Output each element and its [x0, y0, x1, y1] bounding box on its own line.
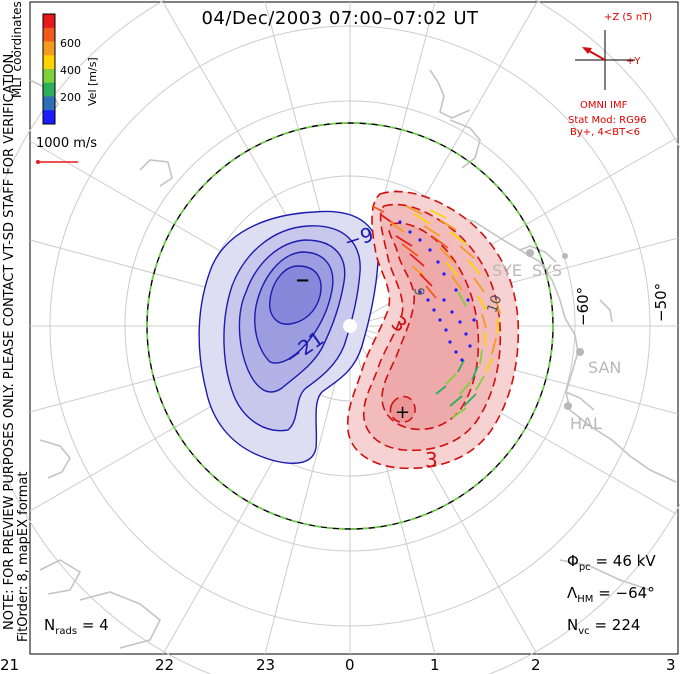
n-rads-value: = 4 — [81, 616, 109, 634]
colorbar-segment — [43, 96, 55, 111]
phi-pc-stat: Φpc = 46 kV — [567, 552, 656, 573]
plot-frame — [29, 1, 679, 655]
n-rads-sub: rads — [55, 626, 78, 637]
mlt-label-0: 0 — [345, 656, 355, 674]
contour-label-3-outer: 3 — [425, 448, 438, 472]
colorbar-tick-400: 400 — [60, 64, 81, 77]
colorbar-tick-200: 200 — [60, 91, 81, 104]
colorbar-segment — [43, 69, 55, 84]
contour-label-9-partial: 9 — [410, 287, 426, 296]
imf-stat-mod: Stat Mod: RG96 — [568, 115, 647, 126]
colorbar-frame — [42, 13, 56, 125]
lambda-hm-stat: ΛHM = −64° — [567, 584, 655, 605]
radar-label-hal: HAL — [570, 414, 602, 433]
imf-vector-arrowhead — [582, 47, 592, 54]
preview-note: NOTE: FOR PREVIEW PURPOSES ONLY. PLEASE … — [2, 49, 17, 630]
colorbar-segment — [43, 55, 55, 70]
positive-potential-cell — [346, 190, 520, 470]
latitude-label-60: −60° — [574, 286, 592, 326]
mlt-label-22: 22 — [155, 656, 175, 674]
colorbar-segment — [43, 14, 55, 29]
map-title: 04/Dec/2003 07:00–07:02 UT — [201, 8, 479, 29]
mlt-label-21: 21 — [0, 656, 20, 674]
imf-source: OMNI IMF — [580, 100, 628, 111]
radar-hal-icon — [564, 402, 572, 410]
lambda-hm-symbol: Λ — [567, 584, 578, 602]
velocity-scale-origin — [36, 160, 40, 164]
imf-bz-label: +Z (5 nT) — [604, 12, 653, 23]
min-potential-marker: − — [295, 270, 311, 291]
n-rads-symbol: N — [44, 616, 56, 634]
radar-label-san: SAN — [588, 358, 622, 377]
velocity-vectors — [371, 205, 501, 419]
radar-san-icon — [576, 348, 584, 356]
negative-potential-cell — [198, 210, 380, 464]
mlt-label-3: 3 — [666, 656, 676, 674]
colorbar-segment — [43, 27, 55, 42]
colorbar-tick-600: 600 — [60, 37, 81, 50]
colorbar-label: Vel [m/s] — [86, 57, 99, 106]
n-vc-stat: Nvc = 224 — [567, 616, 640, 637]
colorbar-segment — [43, 41, 55, 56]
low-velocity-dots — [398, 220, 476, 362]
radar-label-sye: SYE — [492, 261, 523, 280]
latitude-label-50: −50° — [652, 282, 670, 322]
mlt-label-2: 2 — [531, 656, 541, 674]
colorbar-segment — [43, 82, 55, 97]
n-vc-value: = 224 — [594, 616, 641, 634]
imf-by-label: +Y — [626, 56, 641, 67]
fitorder-label: FitOrder: 8, mapEX format — [16, 471, 31, 642]
mlt-label-1: 1 — [430, 656, 440, 674]
n-vc-sub: vc — [578, 626, 590, 637]
n-rads-stat: Nrads = 4 — [44, 616, 109, 637]
n-vc-symbol: N — [567, 616, 579, 634]
lambda-hm-value: = −64° — [598, 584, 655, 602]
phi-pc-symbol: Φ — [567, 552, 579, 570]
hmb-boundary — [146, 122, 554, 530]
coastlines — [29, 69, 677, 649]
velocity-colorbar — [42, 13, 56, 125]
radar-label-sys: SYS — [532, 261, 563, 280]
max-potential-marker: + — [395, 402, 411, 423]
pole-marker — [343, 319, 357, 333]
imf-condition: By+, 4<BT<6 — [570, 127, 640, 138]
radar-sites — [526, 249, 584, 410]
phi-pc-value: = 46 kV — [595, 552, 656, 570]
phi-pc-sub: pc — [578, 562, 591, 573]
velocity-scale-label: 1000 m/s — [36, 136, 98, 151]
radar-sye-icon — [526, 249, 534, 257]
lambda-hm-sub: HM — [577, 594, 594, 605]
colorbar-segment — [43, 110, 55, 125]
mlt-label-23: 23 — [256, 656, 276, 674]
radar-sys-icon — [562, 253, 568, 259]
